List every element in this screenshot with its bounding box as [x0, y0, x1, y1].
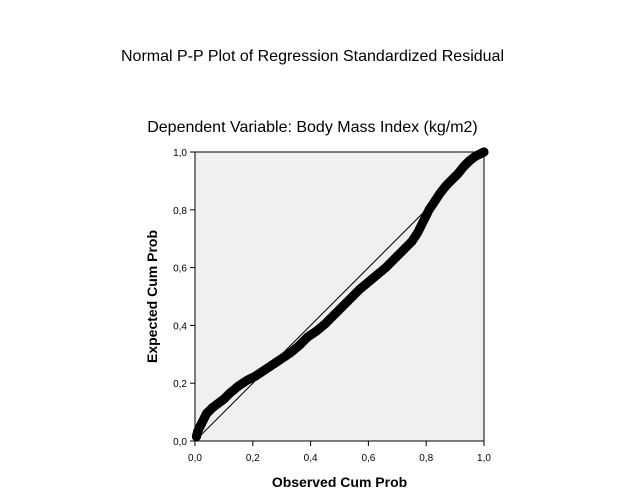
y-tick-label: 0,8: [173, 206, 187, 217]
x-tick-label: 0,0: [188, 453, 202, 464]
y-tick-label: 0,0: [173, 437, 187, 448]
x-axis-label: Observed Cum Prob: [272, 474, 407, 490]
points-layer: [191, 147, 489, 442]
y-axis-label: Expected Cum Prob: [144, 230, 160, 363]
x-tick-label: 0,2: [246, 453, 260, 464]
x-tick-label: 0,4: [304, 453, 318, 464]
chart-subtitle: Dependent Variable: Body Mass Index (kg/…: [147, 119, 478, 136]
ticks-layer: 0,0 0,2 0,4 0,6 0,8 1,0 0,0 0,2 0,4 0,6 0,8 1,0: [173, 148, 491, 464]
y-tick-label: 0,2: [173, 379, 187, 390]
y-tick-label: 0,4: [173, 321, 187, 332]
y-tick-label: 1,0: [173, 148, 187, 159]
data-point: [479, 147, 489, 157]
y-tick-label: 0,6: [173, 264, 187, 275]
x-tick-label: 0,6: [361, 453, 375, 464]
x-tick-label: 1,0: [477, 453, 491, 464]
chart-title: Normal P-P Plot of Regression Standardiz…: [121, 48, 504, 65]
x-tick-label: 0,8: [419, 453, 433, 464]
